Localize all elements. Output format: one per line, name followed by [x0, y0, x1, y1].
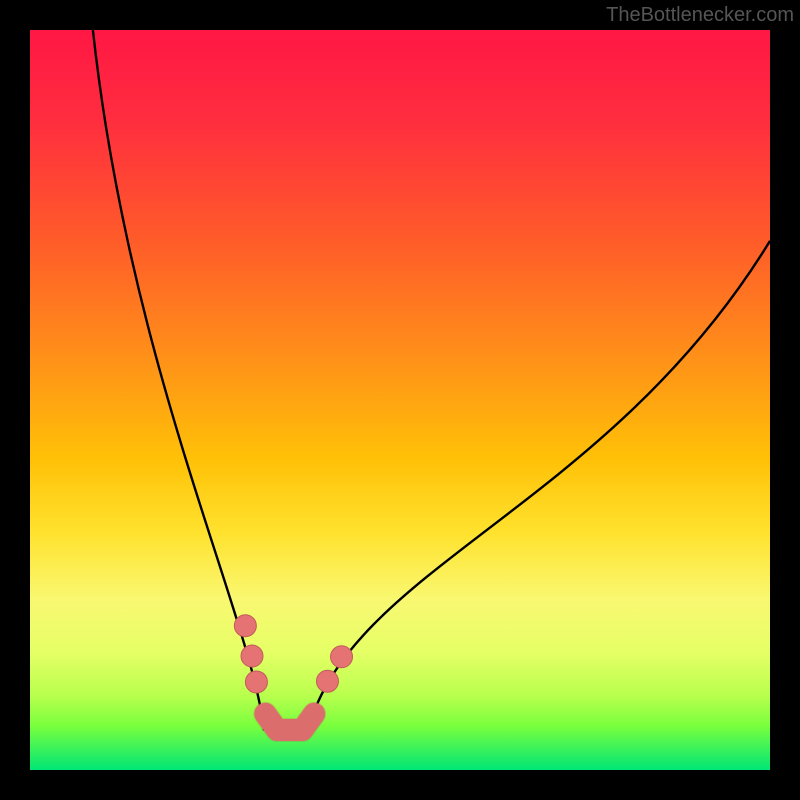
marker-dot-left [234, 615, 256, 637]
chart-svg [0, 0, 800, 800]
marker-dot-right [331, 646, 353, 668]
marker-dot-right [316, 670, 338, 692]
marker-dot-left [241, 645, 263, 667]
watermark-text: TheBottlenecker.com [606, 4, 794, 27]
plot-area [30, 30, 770, 770]
marker-dot-left [245, 671, 267, 693]
chart-root: TheBottlenecker.com [0, 0, 800, 800]
